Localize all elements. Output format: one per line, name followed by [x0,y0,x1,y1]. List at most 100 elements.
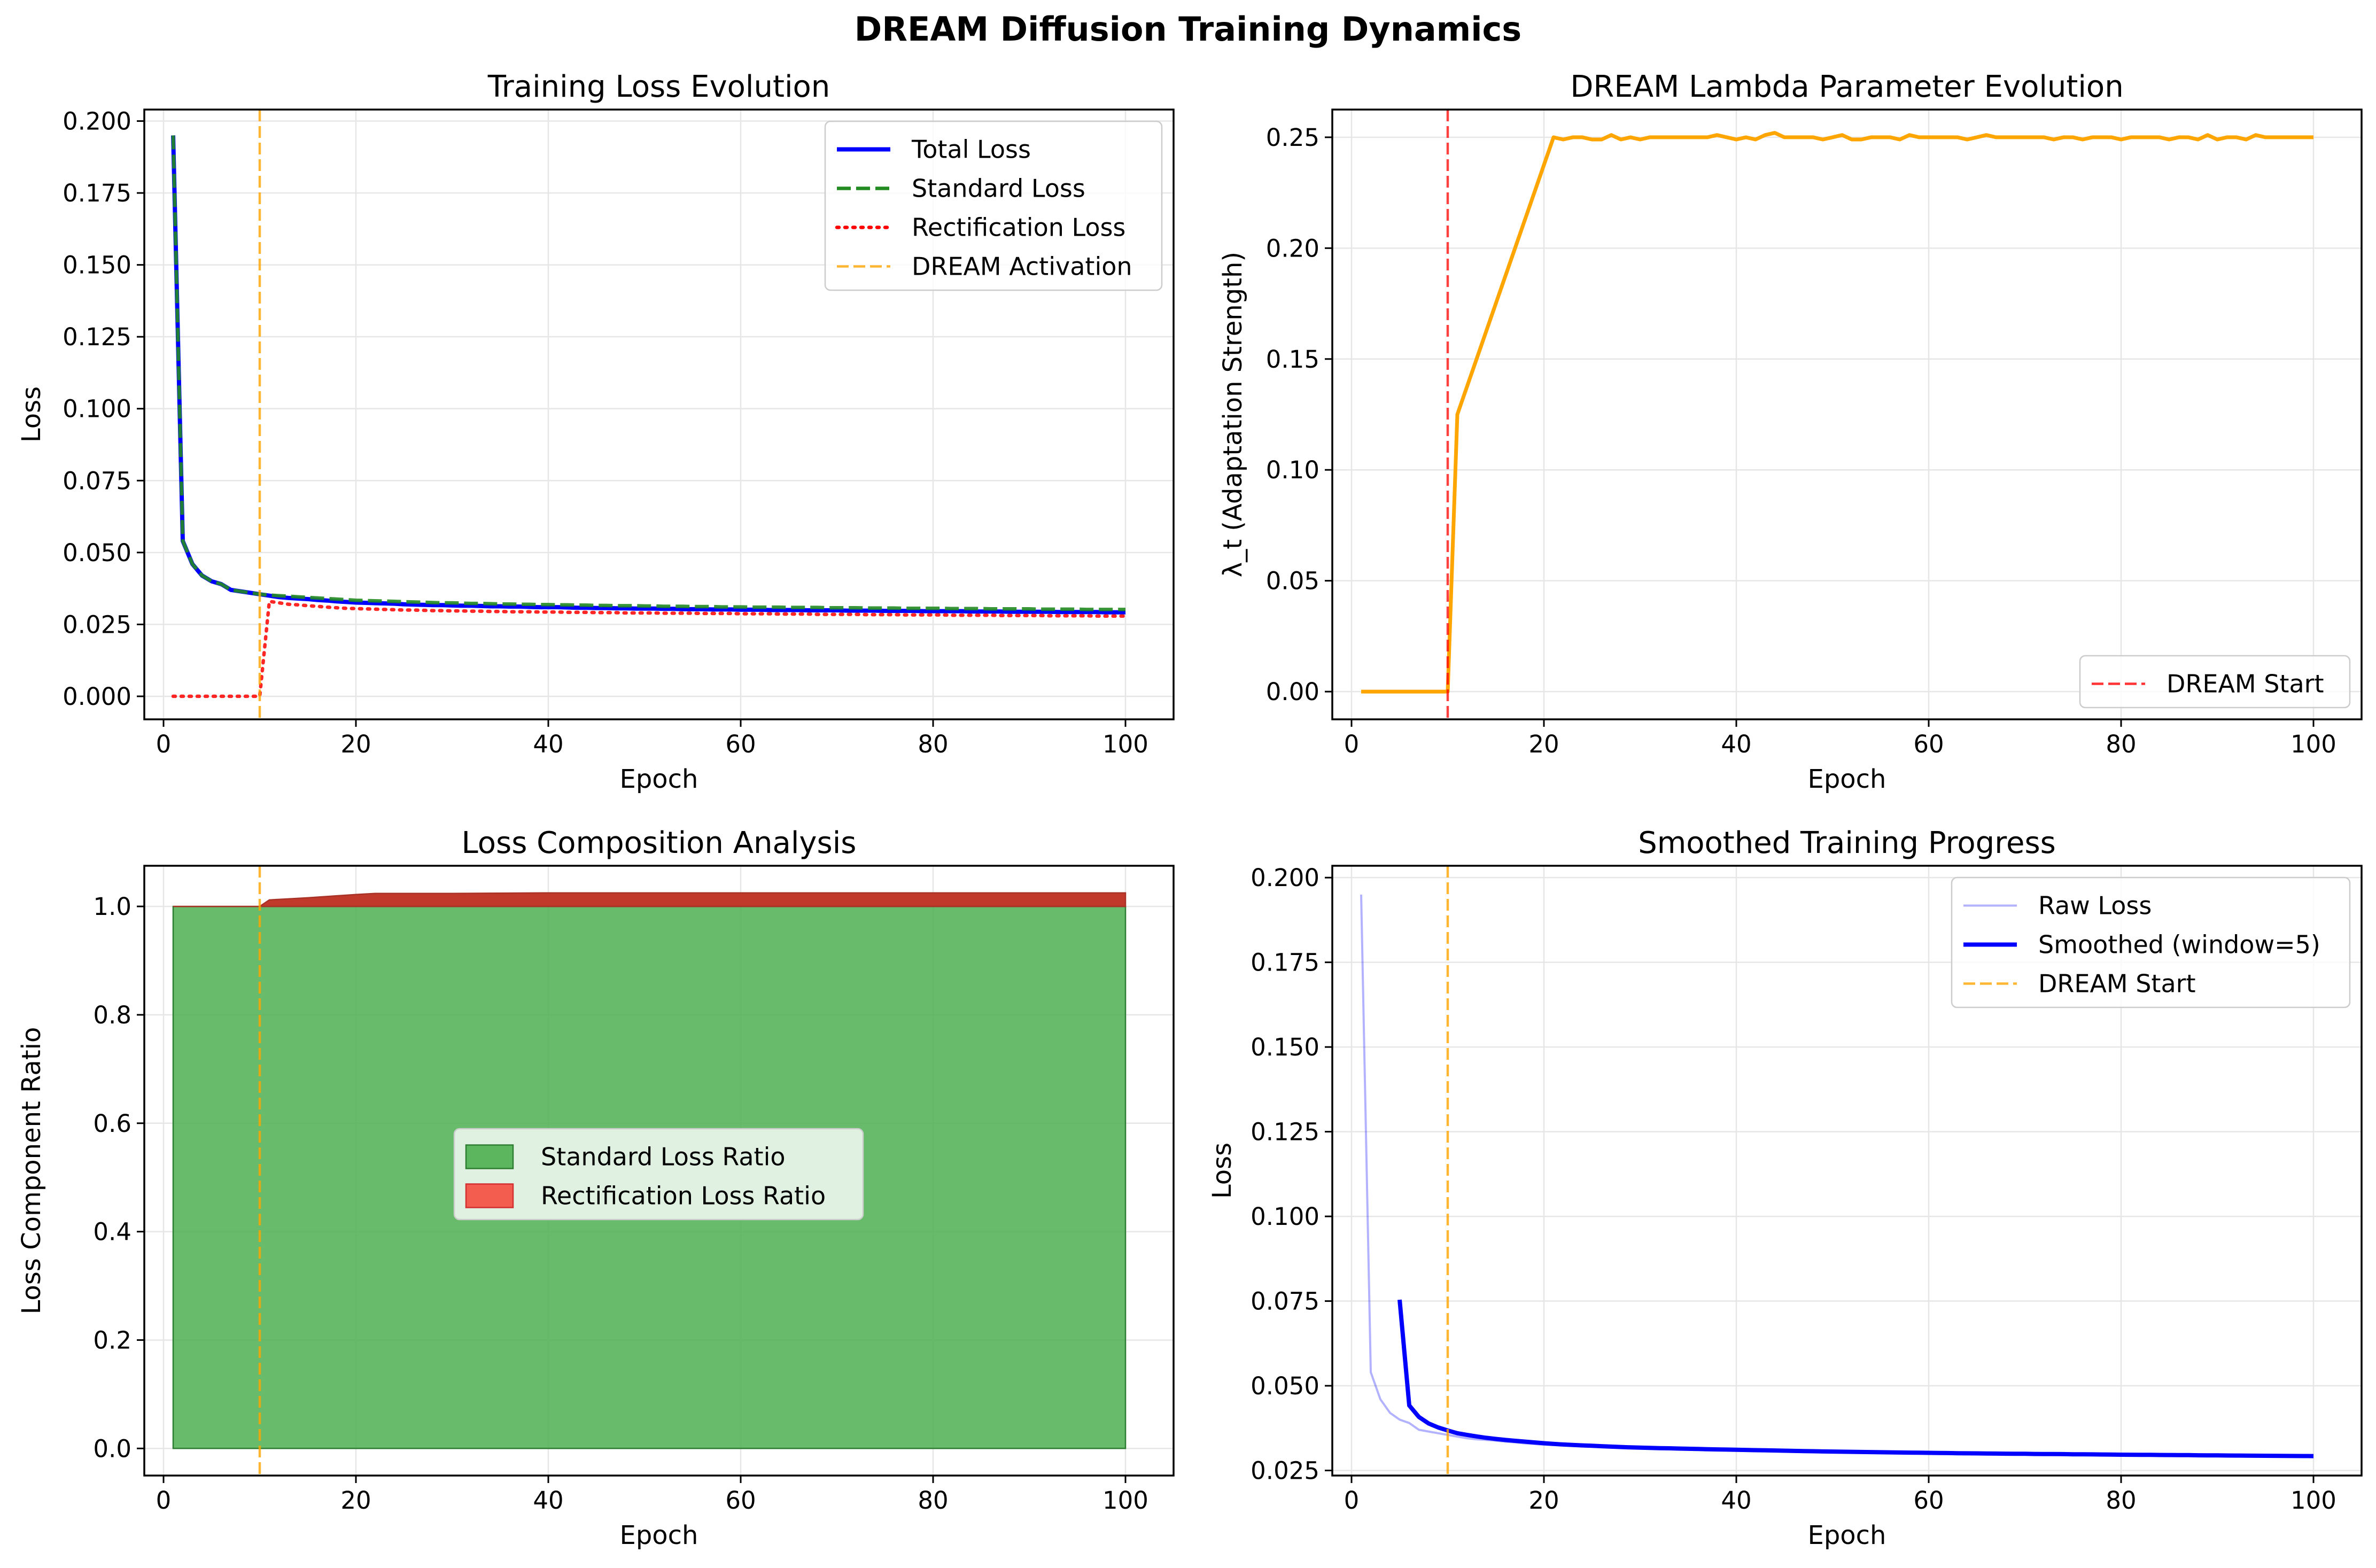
legend-label-rectification-loss: Rectification Loss [912,213,1125,242]
x-tick-label: 100 [2290,1486,2336,1515]
legend-label-dream-start: DREAM Start [2038,969,2196,998]
y-tick-label: 0.150 [1251,1033,1319,1061]
panel-title: DREAM Lambda Parameter Evolution [1570,69,2123,104]
legend: Standard Loss Ratio Rectification Loss Ra… [453,1128,864,1221]
x-tick-label: 80 [918,730,948,758]
grid [1332,866,2362,1476]
axes-frame [1331,865,2363,1477]
x-axis-label: Epoch [620,1520,698,1550]
x-axis-label: Epoch [1808,1520,1886,1550]
series-rectification-loss-line [171,600,1128,698]
figure-title: DREAM Diffusion Training Dynamics [855,10,1521,49]
legend: DREAM Start [2079,655,2351,709]
legend-label-rectification-loss-ratio: Rectification Loss Ratio [541,1182,826,1210]
panel-training-loss: 0 20 40 60 80 100 0.000 0.025 0.050 0.075 0.100 0.1… [17,69,1175,794]
panel-title: Loss Composition Analysis [462,826,857,860]
x-tick-label: 20 [340,1486,371,1515]
plot-area [171,110,1128,719]
y-tick-label: 0.050 [1251,1372,1319,1400]
y-axis-label: Loss [17,386,46,443]
y-tick-label: 0.075 [1251,1287,1319,1316]
y-tick-label: 0.025 [1251,1456,1319,1485]
y-tick-label: 0.050 [63,539,131,567]
y-tick-label: 0.100 [1251,1202,1319,1231]
y-tick-label: 0.4 [93,1218,131,1246]
x-tick-label: 40 [533,1486,563,1515]
x-tick-label: 20 [1528,730,1559,758]
series-standard-loss-line [171,135,1125,611]
legend-box [824,120,1163,291]
panel-composition: 0 20 40 60 80 100 0.0 0.2 0.4 0.6 0.8 1.0 Loss Compo… [17,826,1175,1550]
y-tick-label: 0.200 [63,107,131,136]
legend-box [1951,876,2351,1008]
y-tick-label: 0.100 [63,395,131,423]
x-tick-label: 60 [1913,730,1944,758]
panel-smoothed: 0 20 40 60 80 100 0.025 0.050 0.075 0.100 0.125 0.1… [1207,826,2363,1550]
axes-frame [1331,108,2363,720]
x-tick-label: 100 [1102,1486,1148,1515]
panel-lambda: 0 20 40 60 80 100 0.00 0.05 0.10 0.15 0.20 0.25 DREA… [1218,69,2363,794]
y-tick-label: 0.25 [1266,123,1319,152]
legend-label-total-loss: Total Loss [911,135,1031,164]
area-rectification-loss-ratio [173,892,1127,907]
x-tick-label: 80 [2106,730,2136,758]
x-tick-label: 60 [725,730,756,758]
series-smoothed-window-5--line [1397,1299,2314,1458]
legend: Total Loss Standard Loss Rectification Los… [824,120,1163,291]
plot-area [1360,866,2314,1476]
y-tick-label: 0.175 [1251,949,1319,977]
y-tick-label: 0.10 [1266,456,1319,484]
y-axis-label: Loss [1207,1143,1237,1199]
y-tick-label: 0.00 [1266,678,1319,706]
y-tick-label: 0.175 [63,179,131,207]
x-tick-label: 60 [1913,1486,1944,1515]
legend-swatch-standard-loss-ratio [465,1144,514,1169]
x-tick-label: 100 [1102,730,1148,758]
series-lambda-line [1361,131,2313,694]
x-tick-label: 40 [1721,730,1751,758]
legend-label-dream-start: DREAM Start [2167,670,2324,698]
grid [1332,110,2362,719]
x-tick-label: 40 [533,730,563,758]
y-tick-label: 0.000 [63,682,131,711]
y-tick-label: 0.0 [93,1434,131,1463]
x-tick-label: 20 [1528,1486,1559,1515]
y-tick-label: 0.8 [93,1001,131,1029]
legend-box [2079,655,2351,709]
legend-label-standard-loss: Standard Loss [912,174,1085,203]
x-tick-label: 0 [156,730,172,758]
y-tick-label: 0.15 [1266,345,1319,374]
x-tick-label: 20 [340,730,371,758]
y-tick-label: 0.200 [1251,864,1319,892]
legend-label-standard-loss-ratio: Standard Loss Ratio [541,1143,786,1171]
axes-frame [143,865,1175,1477]
axes-frame [143,108,1175,720]
y-tick-label: 0.025 [63,610,131,639]
x-tick-label: 0 [1344,730,1360,758]
x-tick-label: 0 [1344,1486,1360,1515]
x-tick-label: 0 [156,1486,172,1515]
x-axis-label: Epoch [1808,764,1886,794]
legend-label-dream-activation: DREAM Activation [912,252,1132,281]
y-tick-label: 1.0 [93,892,131,921]
y-axis-label: Loss Component Ratio [17,1027,46,1315]
y-tick-label: 0.075 [63,467,131,495]
x-tick-label: 80 [918,1486,948,1515]
x-tick-label: 100 [2290,730,2336,758]
y-tick-label: 0.150 [63,251,131,280]
x-tick-label: 60 [725,1486,756,1515]
x-axis-label: Epoch [620,764,698,794]
plot-area [1361,110,2313,719]
x-tick-label: 40 [1721,1486,1751,1515]
x-tick-label: 80 [2106,1486,2136,1515]
y-tick-label: 0.05 [1266,567,1319,595]
panel-title: Smoothed Training Progress [1638,826,2056,860]
y-tick-label: 0.6 [93,1109,131,1138]
legend: Raw Loss Smoothed (window=5) DREAM Start [1951,876,2351,1008]
legend-box [453,1128,864,1221]
panel-title: Training Loss Evolution [487,69,830,104]
y-tick-label: 0.20 [1266,234,1319,262]
legend-label-smoothed-window-5: Smoothed (window=5) [2038,930,2320,959]
series-total-loss-line [171,135,1125,615]
